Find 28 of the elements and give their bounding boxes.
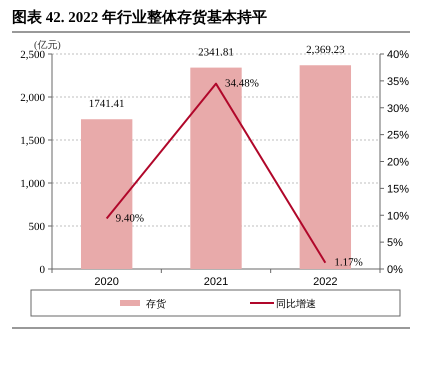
x-tick-label: 2021 bbox=[204, 276, 228, 288]
y2-tick-label: 35% bbox=[387, 76, 410, 88]
data-label: 1741.41 bbox=[88, 98, 125, 110]
y-tick-label: 500 bbox=[28, 221, 46, 233]
y2-tick-label: 30% bbox=[387, 102, 410, 115]
y2-tick-label: 20% bbox=[387, 156, 410, 168]
y2-tick-label: 10% bbox=[387, 210, 410, 222]
y2-tick-label: 25% bbox=[387, 130, 410, 142]
y-tick-label: 1,500 bbox=[20, 135, 46, 147]
legend-label: 存货 bbox=[146, 298, 166, 310]
y-tick-label: 2,000 bbox=[20, 92, 46, 104]
x-tick-label: 2020 bbox=[94, 276, 119, 288]
y-axis-title: (亿元) bbox=[34, 40, 61, 51]
legend-label: 同比增速 bbox=[276, 298, 316, 310]
y-tick-label: 0 bbox=[40, 264, 46, 276]
chart-title: 图表 42. 2022 年行业整体存货基本持平 bbox=[12, 9, 267, 26]
y2-tick-label: 0% bbox=[387, 264, 404, 276]
data-label: 9.40% bbox=[116, 212, 144, 224]
data-label: 2341.81 bbox=[198, 46, 234, 59]
data-label: 2,369.23 bbox=[306, 44, 346, 56]
data-label: 34.48% bbox=[225, 78, 259, 90]
y-tick-label: 2,500 bbox=[20, 49, 46, 61]
x-tick-label: 2022 bbox=[313, 276, 338, 288]
data-label: 1.17% bbox=[334, 256, 363, 269]
y2-tick-label: 40% bbox=[387, 49, 410, 61]
y2-tick-label: 15% bbox=[387, 183, 410, 196]
y-tick-label: 1,000 bbox=[20, 178, 46, 190]
y2-tick-label: 5% bbox=[387, 237, 404, 250]
